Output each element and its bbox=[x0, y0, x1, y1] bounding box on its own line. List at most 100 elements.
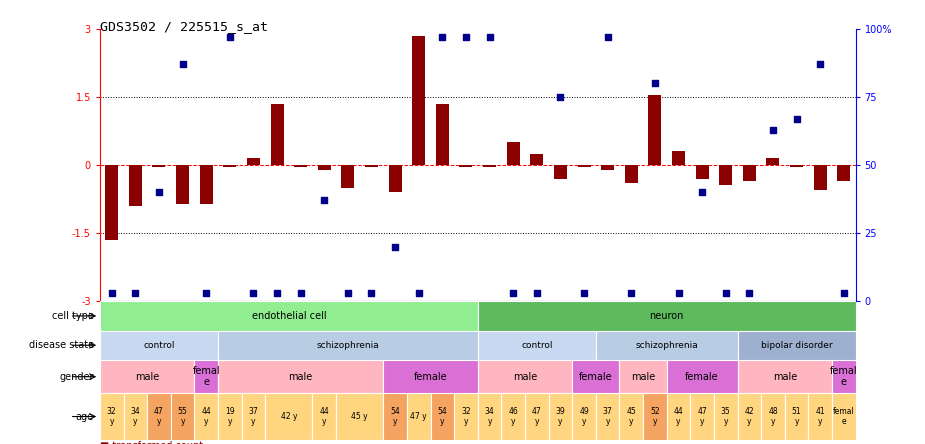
Bar bbox=[176, 165, 189, 204]
Point bbox=[576, 289, 591, 297]
Bar bbox=[460, 165, 473, 167]
Text: femal
e: femal e bbox=[192, 366, 220, 388]
Point bbox=[388, 243, 402, 250]
Text: male: male bbox=[135, 372, 159, 382]
Text: ■ transformed count: ■ transformed count bbox=[100, 441, 203, 444]
Bar bbox=[808, 393, 832, 440]
Text: cell type: cell type bbox=[52, 311, 93, 321]
Bar bbox=[241, 393, 265, 440]
Text: 35
y: 35 y bbox=[721, 407, 731, 426]
Bar bbox=[129, 165, 142, 206]
Bar bbox=[200, 165, 213, 204]
Bar bbox=[596, 331, 737, 360]
Text: male: male bbox=[512, 372, 537, 382]
Bar bbox=[218, 393, 241, 440]
Bar bbox=[413, 36, 426, 165]
Bar bbox=[365, 165, 378, 167]
Text: 44
y: 44 y bbox=[319, 407, 329, 426]
Bar bbox=[573, 360, 620, 393]
Bar bbox=[832, 393, 856, 440]
Point bbox=[317, 197, 332, 204]
Point bbox=[435, 33, 450, 40]
Point bbox=[152, 189, 166, 196]
Bar bbox=[573, 393, 596, 440]
Bar bbox=[737, 393, 761, 440]
Text: 32
y: 32 y bbox=[462, 407, 471, 426]
Point bbox=[836, 289, 851, 297]
Point bbox=[719, 289, 734, 297]
Text: 34
y: 34 y bbox=[485, 407, 495, 426]
Point bbox=[459, 33, 474, 40]
Point bbox=[293, 289, 308, 297]
Text: bipolar disorder: bipolar disorder bbox=[760, 341, 832, 350]
Bar bbox=[737, 360, 832, 393]
Bar bbox=[147, 393, 171, 440]
Text: 41
y: 41 y bbox=[816, 407, 825, 426]
Bar bbox=[767, 158, 780, 165]
Bar bbox=[554, 165, 567, 178]
Text: 42
y: 42 y bbox=[745, 407, 754, 426]
Bar bbox=[761, 393, 784, 440]
Bar bbox=[624, 165, 637, 183]
Bar bbox=[478, 393, 501, 440]
Text: 55
y: 55 y bbox=[178, 407, 188, 426]
Text: 45 y: 45 y bbox=[352, 412, 368, 421]
Text: male: male bbox=[772, 372, 797, 382]
Bar bbox=[737, 331, 856, 360]
Bar bbox=[643, 393, 667, 440]
Point bbox=[175, 61, 190, 68]
Point bbox=[364, 289, 379, 297]
Bar bbox=[247, 158, 260, 165]
Text: male: male bbox=[631, 372, 655, 382]
Text: control: control bbox=[143, 341, 175, 350]
Text: 47
y: 47 y bbox=[154, 407, 164, 426]
Text: 32
y: 32 y bbox=[107, 407, 117, 426]
Point bbox=[529, 289, 544, 297]
Bar bbox=[672, 151, 685, 165]
Bar bbox=[832, 360, 856, 393]
Bar bbox=[383, 393, 407, 440]
Point bbox=[672, 289, 686, 297]
Text: 46
y: 46 y bbox=[509, 407, 518, 426]
Text: 49
y: 49 y bbox=[579, 407, 589, 426]
Bar bbox=[100, 360, 194, 393]
Text: 39
y: 39 y bbox=[556, 407, 565, 426]
Text: 42 y: 42 y bbox=[280, 412, 297, 421]
Point bbox=[246, 289, 261, 297]
Text: schizophrenia: schizophrenia bbox=[635, 341, 698, 350]
Bar bbox=[124, 393, 147, 440]
Bar bbox=[100, 331, 218, 360]
Bar bbox=[667, 393, 690, 440]
Bar bbox=[265, 393, 313, 440]
Point bbox=[105, 289, 119, 297]
Bar bbox=[318, 165, 331, 170]
Point bbox=[623, 289, 638, 297]
Point bbox=[412, 289, 426, 297]
Text: 54
y: 54 y bbox=[438, 407, 447, 426]
Bar bbox=[194, 393, 218, 440]
Point bbox=[695, 189, 709, 196]
Bar bbox=[105, 165, 118, 240]
Text: 48
y: 48 y bbox=[768, 407, 778, 426]
Point bbox=[482, 33, 497, 40]
Text: 44
y: 44 y bbox=[202, 407, 211, 426]
Bar bbox=[223, 165, 236, 167]
Text: 47
y: 47 y bbox=[532, 407, 542, 426]
Text: 19
y: 19 y bbox=[225, 407, 235, 426]
Text: 51
y: 51 y bbox=[792, 407, 801, 426]
Point bbox=[222, 33, 237, 40]
Bar bbox=[714, 393, 737, 440]
Bar bbox=[407, 393, 430, 440]
Bar bbox=[430, 393, 454, 440]
Text: female: female bbox=[413, 372, 448, 382]
Bar bbox=[620, 360, 667, 393]
Bar bbox=[436, 104, 449, 165]
Point bbox=[766, 126, 781, 133]
Text: 37
y: 37 y bbox=[249, 407, 258, 426]
Point bbox=[789, 115, 804, 122]
Text: 37
y: 37 y bbox=[603, 407, 612, 426]
Bar bbox=[507, 143, 520, 165]
Bar bbox=[525, 393, 549, 440]
Bar bbox=[313, 393, 336, 440]
Bar bbox=[483, 165, 496, 167]
